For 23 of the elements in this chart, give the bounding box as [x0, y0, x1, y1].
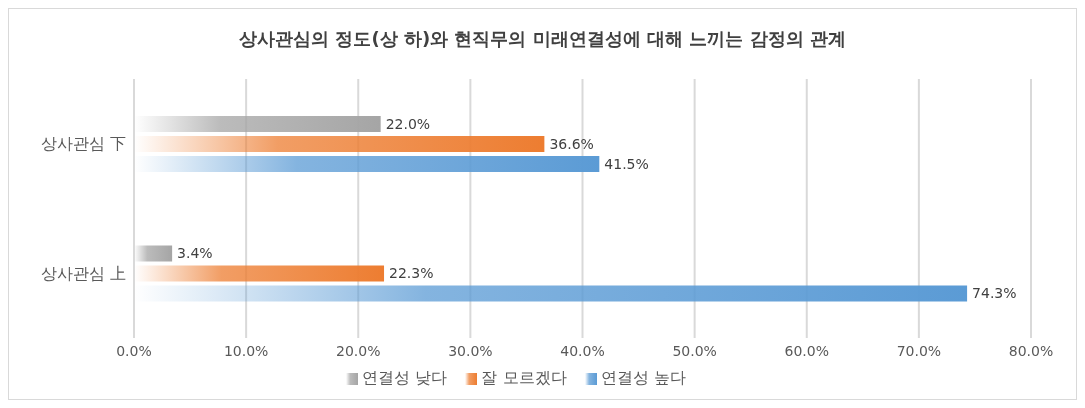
legend-label: 연결성 낮다	[362, 368, 448, 387]
legend-label: 연결성 높다	[600, 368, 686, 387]
data-label: 41.5%	[604, 155, 649, 172]
data-label: 74.3%	[972, 285, 1017, 302]
x-tick-label: 60.0%	[784, 342, 829, 359]
y-tick-label: 상사관심 上	[40, 263, 126, 283]
chart-title: 상사관심의 정도(상 하)와 현직무의 미래연결성에 대해 느끼는 감정의 관계	[238, 27, 847, 51]
bar	[134, 265, 385, 282]
x-tick-label: 80.0%	[1008, 342, 1054, 359]
x-tick-label: 50.0%	[672, 342, 717, 359]
x-tick-label: 20.0%	[336, 342, 381, 359]
data-label: 22.3%	[389, 265, 434, 282]
data-label: 3.4%	[177, 245, 213, 262]
legend-label: 잘 모르겠다	[481, 368, 567, 387]
x-tick-label: 70.0%	[896, 342, 942, 359]
data-label: 22.0%	[385, 115, 431, 132]
x-tick-label: 40.0%	[560, 342, 605, 359]
x-tick-label: 0.0%	[116, 342, 152, 359]
data-label: 36.6%	[549, 135, 594, 152]
x-tick-label: 30.0%	[448, 342, 493, 359]
bar	[134, 245, 173, 262]
x-tick-label: 10.0%	[223, 342, 269, 359]
y-tick-label: 상사관심 下	[40, 134, 126, 154]
